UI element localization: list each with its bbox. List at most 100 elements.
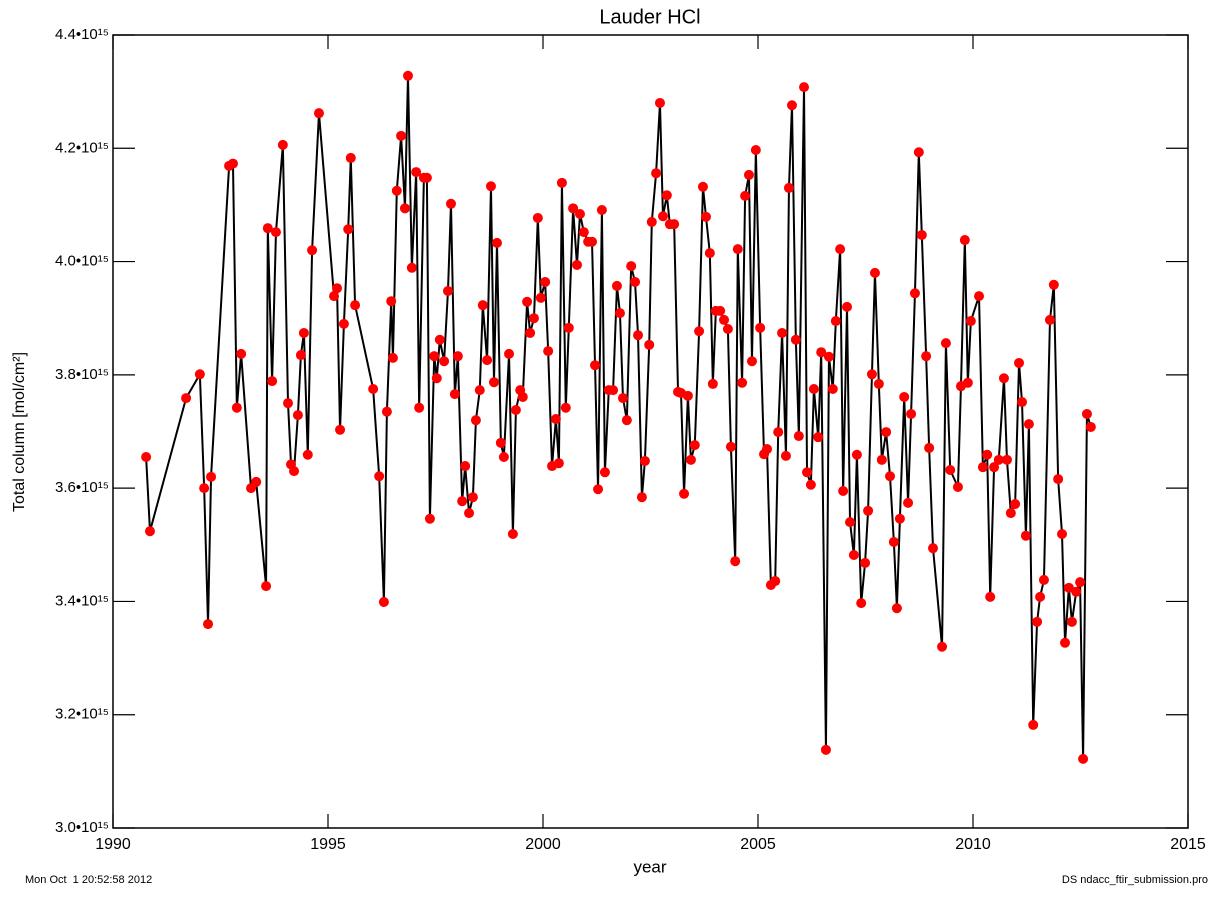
x-axis-label: year: [633, 857, 666, 876]
data-point: [350, 300, 361, 311]
data-point: [654, 97, 665, 108]
data-point: [704, 248, 715, 259]
data-point: [899, 391, 910, 402]
y-tick-label: 4.2•10¹⁵: [55, 139, 109, 156]
data-point: [434, 334, 445, 345]
data-point: [574, 208, 585, 219]
data-point: [144, 526, 155, 537]
data-point: [937, 641, 948, 652]
data-point: [270, 227, 281, 238]
data-point: [289, 466, 300, 477]
x-tick-label: 1990: [95, 836, 131, 853]
data-point: [993, 454, 1004, 465]
footer-program: DS ndacc_ftir_submission.pro: [1062, 874, 1208, 886]
data-point: [277, 139, 288, 150]
data-point: [391, 185, 402, 196]
data-point: [571, 259, 582, 270]
data-point: [1017, 397, 1028, 408]
data-point: [909, 288, 920, 299]
data-point: [617, 393, 628, 404]
data-point: [869, 267, 880, 278]
data-point: [381, 406, 392, 417]
data-point: [396, 130, 407, 141]
data-point: [845, 517, 856, 528]
data-point: [1081, 408, 1092, 419]
data-point: [442, 286, 453, 297]
data-point: [989, 462, 1000, 473]
data-point: [543, 346, 554, 357]
data-point: [689, 440, 700, 451]
y-tick-label: 3.6•10¹⁵: [55, 479, 109, 496]
data-point: [715, 305, 726, 316]
data-point: [639, 455, 650, 466]
data-point: [636, 492, 647, 503]
data-point: [725, 441, 736, 452]
data-point: [411, 167, 422, 178]
data-point: [959, 235, 970, 246]
data-point: [777, 327, 788, 338]
data-point: [236, 348, 247, 359]
data-point: [460, 461, 471, 472]
data-point: [876, 454, 887, 465]
data-point: [1020, 530, 1031, 541]
data-point: [697, 181, 708, 192]
data-point: [730, 556, 741, 567]
data-point: [1044, 314, 1055, 325]
data-point: [335, 424, 346, 435]
data-point: [402, 70, 413, 81]
data-point: [1048, 279, 1059, 290]
data-point: [722, 323, 733, 334]
x-tick-label: 2000: [525, 836, 561, 853]
data-point: [1032, 616, 1043, 627]
data-point: [525, 327, 536, 338]
data-point: [1035, 591, 1046, 602]
data-point: [449, 389, 460, 400]
data-point: [181, 393, 192, 404]
data-point: [1085, 421, 1096, 432]
data-point: [851, 449, 862, 460]
data-point: [550, 414, 561, 425]
data-point: [495, 437, 506, 448]
data-point: [445, 198, 456, 209]
data-point: [940, 338, 951, 349]
data-point: [227, 158, 238, 169]
data-point: [945, 465, 956, 476]
data-point: [608, 385, 619, 396]
data-point: [313, 108, 324, 119]
data-point: [578, 227, 589, 238]
data-point: [644, 339, 655, 350]
data-point: [816, 347, 827, 358]
data-point: [835, 244, 846, 255]
data-point: [528, 313, 539, 324]
data-point: [985, 591, 996, 602]
data-point: [568, 203, 579, 214]
data-point: [504, 348, 515, 359]
data-point: [830, 316, 841, 327]
data-point: [488, 377, 499, 388]
plot-frame: [112, 34, 1189, 829]
data-point: [885, 471, 896, 482]
data-point: [916, 229, 927, 240]
data-point: [424, 513, 435, 524]
data-point: [283, 398, 294, 409]
data-point: [535, 292, 546, 303]
data-point: [694, 326, 705, 337]
data-point: [802, 467, 813, 478]
data-point: [556, 177, 567, 188]
data-point: [848, 549, 859, 560]
data-point: [856, 598, 867, 609]
x-tick-label: 2015: [1170, 836, 1206, 853]
data-point: [590, 360, 601, 371]
data-point: [737, 377, 748, 388]
data-point: [820, 744, 831, 755]
data-point: [261, 581, 272, 592]
data-point: [633, 330, 644, 341]
data-point: [587, 236, 598, 247]
data-point: [732, 244, 743, 255]
data-point: [298, 327, 309, 338]
data-point: [906, 408, 917, 419]
footer-date: Mon Oct 1 20:52:58 2012: [25, 874, 152, 886]
data-point: [707, 378, 718, 389]
data-point: [345, 152, 356, 163]
